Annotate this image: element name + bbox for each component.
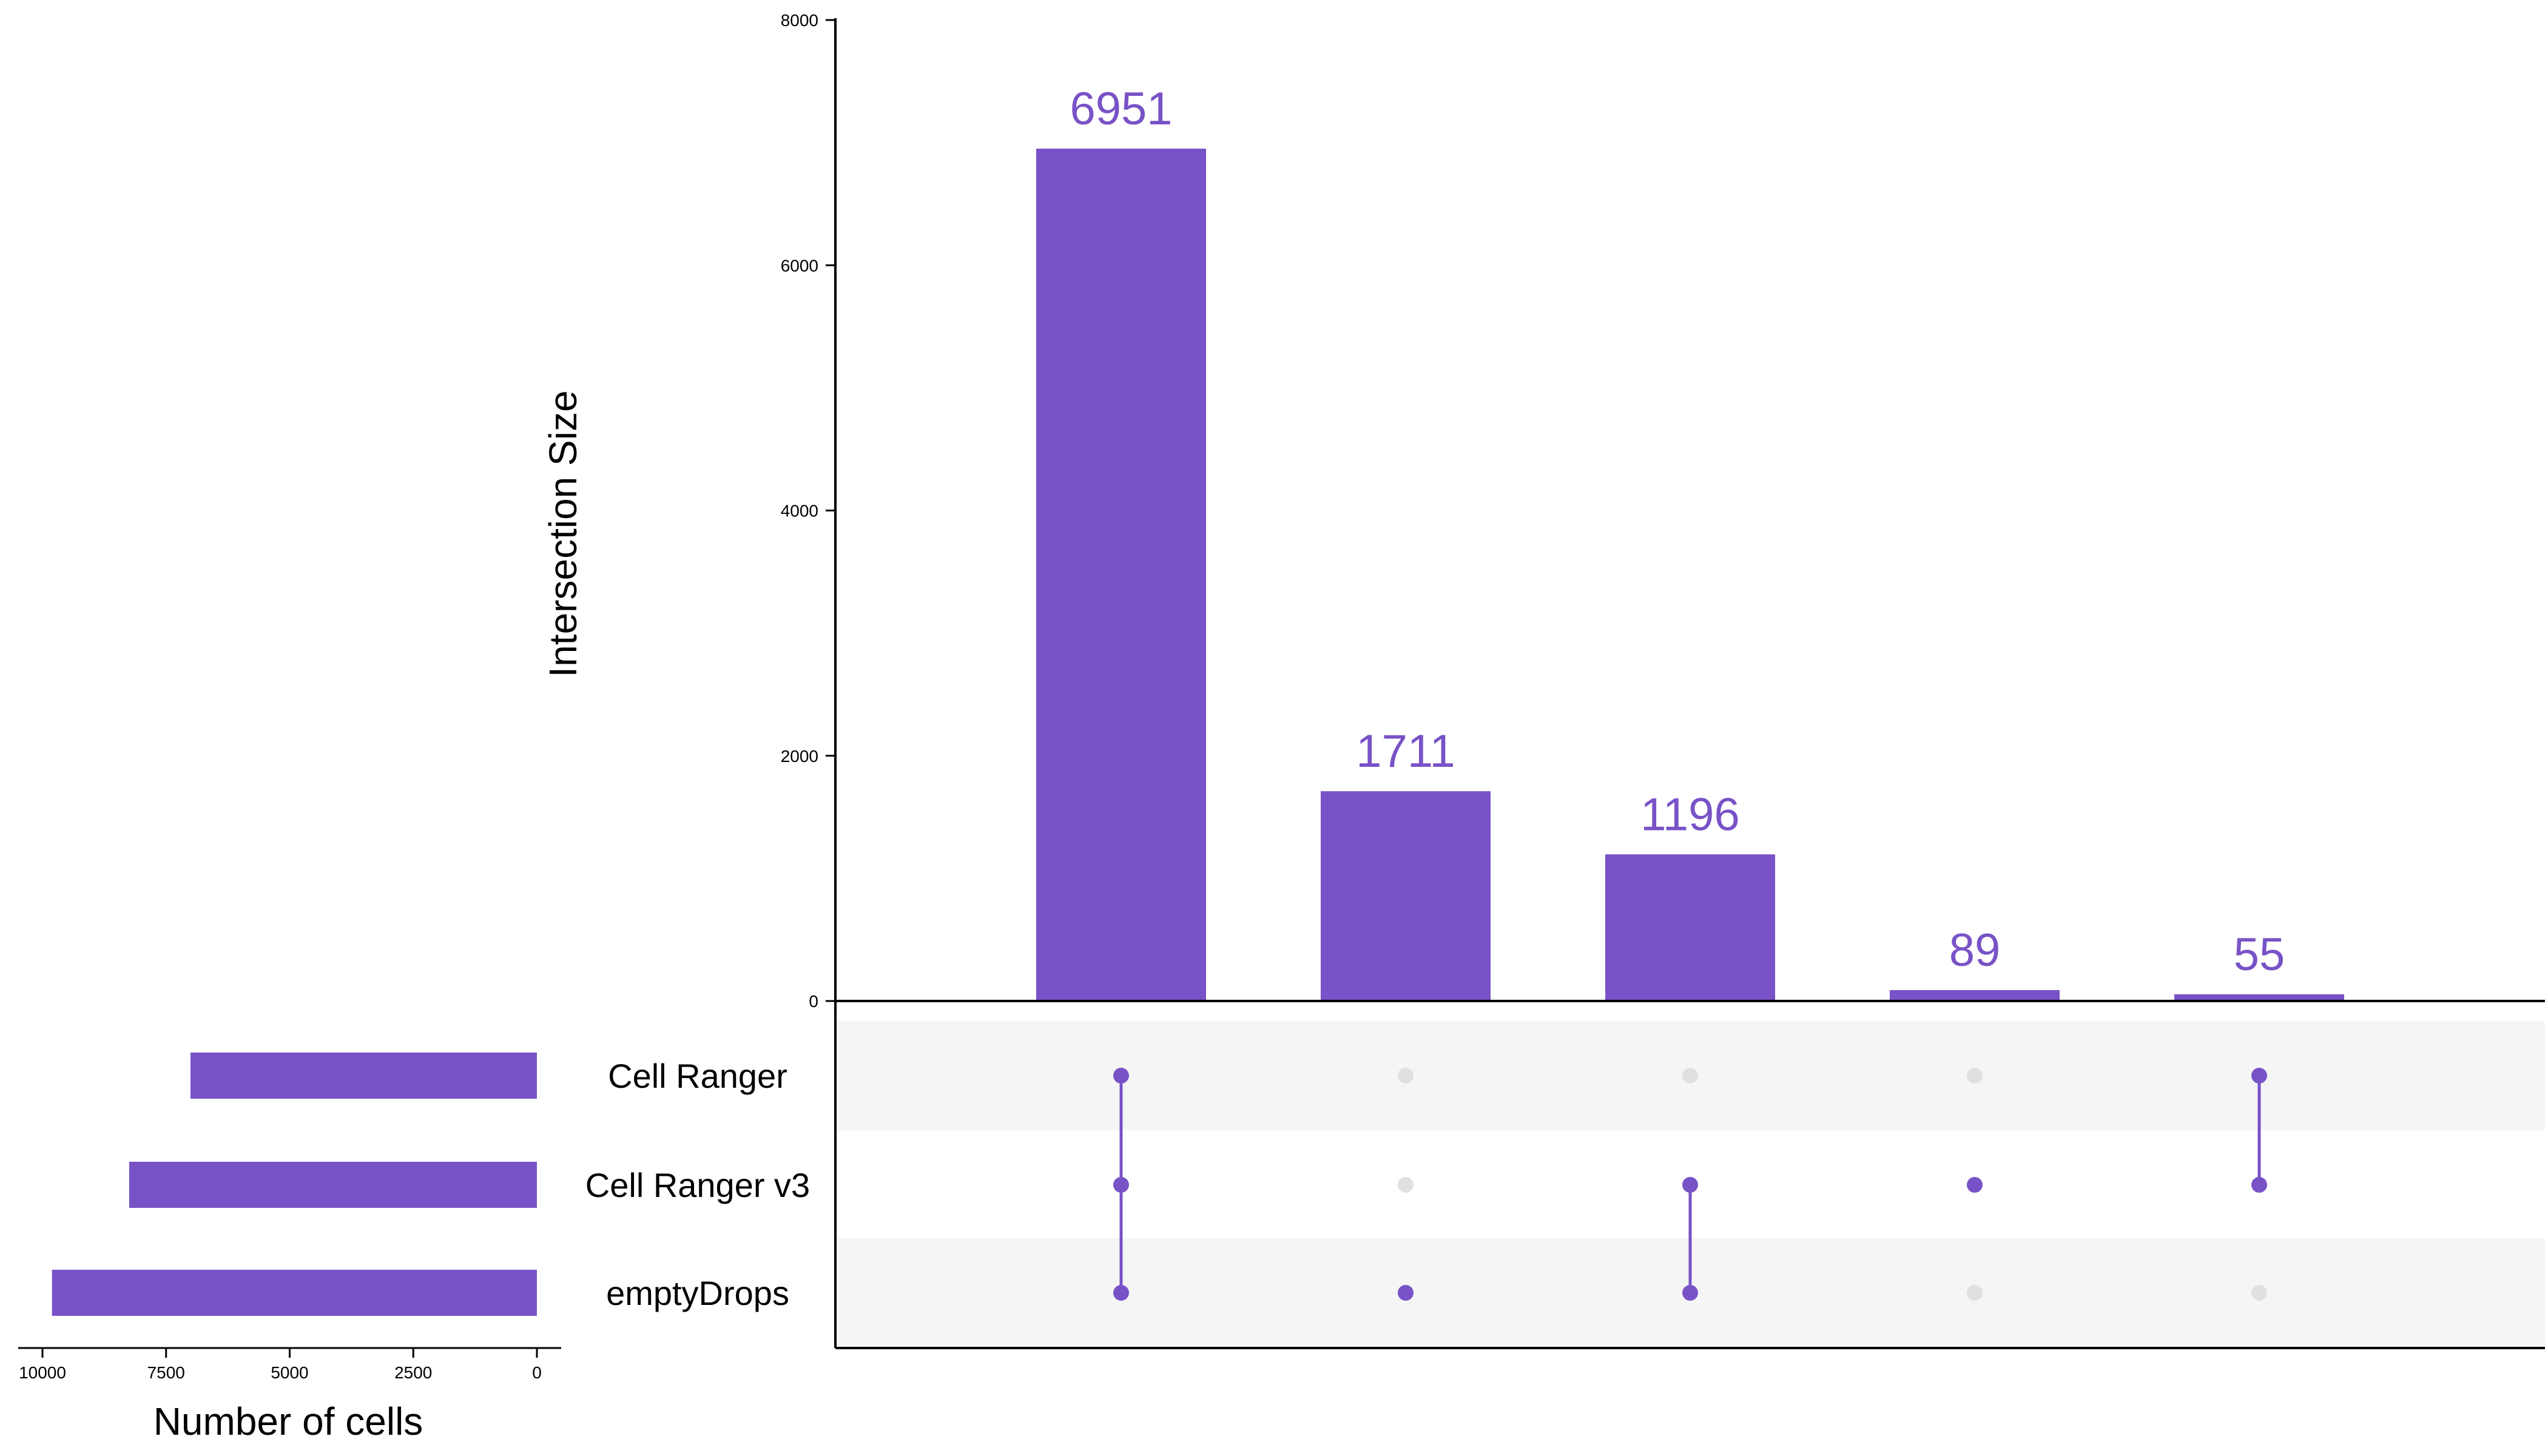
intersection-bar (1605, 854, 1775, 1001)
matrix-dot-active (1682, 1177, 1698, 1193)
y-tick-label: 0 (809, 992, 818, 1011)
y-tick-label: 2000 (781, 747, 818, 766)
intersection-bar-label: 55 (2234, 929, 2285, 980)
intersection-bar-label: 1196 (1640, 789, 1739, 840)
intersection-bars (1036, 149, 2344, 1001)
set-size-tick-label: 7500 (147, 1363, 185, 1382)
set-size-bars (52, 1053, 538, 1316)
intersection-bar (1890, 990, 2060, 1001)
y-tick-label: 4000 (781, 502, 818, 521)
set-size-tick-label: 2500 (394, 1363, 432, 1382)
y-axis: 0 2000 4000 6000 8000 (781, 11, 2545, 1349)
intersection-bar-label: 89 (1949, 925, 2001, 976)
set-labels: Cell Ranger Cell Ranger v3 emptyDrops (585, 1057, 810, 1312)
intersection-bar (1321, 791, 1491, 1001)
matrix-dot-active (2251, 1068, 2267, 1084)
set-size-tick-label: 5000 (271, 1363, 308, 1382)
set-label: emptyDrops (606, 1274, 789, 1312)
matrix-dots (1113, 1068, 2267, 1301)
matrix-dot-active (2251, 1177, 2267, 1193)
set-size-axis-title: Number of cells (153, 1400, 423, 1443)
matrix-dot-inactive (1398, 1068, 1414, 1084)
y-axis-title: Intersection Size (541, 390, 585, 677)
intersection-bar (1036, 149, 1206, 1001)
matrix-dot-active (1398, 1285, 1414, 1301)
set-size-bar (190, 1053, 537, 1099)
set-size-axis: 10000 7500 5000 2500 0 (18, 1347, 561, 1382)
matrix-dot-active (1113, 1177, 1129, 1193)
matrix-dot-active (1682, 1285, 1698, 1301)
set-label: Cell Ranger (608, 1057, 787, 1095)
matrix-dot-active (1113, 1285, 1129, 1301)
matrix-dot-active (1967, 1177, 1983, 1193)
matrix-dot-inactive (2251, 1285, 2267, 1301)
y-tick-label: 6000 (781, 256, 818, 275)
matrix-dot-inactive (1967, 1068, 1983, 1084)
intersection-bar-label: 1711 (1356, 726, 1455, 777)
set-size-bar (129, 1162, 538, 1208)
intersection-bar-label: 6951 (1070, 83, 1172, 135)
set-size-tick-label: 10000 (19, 1363, 66, 1382)
y-tick-label: 8000 (781, 11, 818, 30)
matrix-dot-active (1113, 1068, 1129, 1084)
set-label: Cell Ranger v3 (585, 1166, 810, 1204)
matrix-dot-inactive (1967, 1285, 1983, 1301)
intersection-bar-labels: 6951 1711 1196 89 55 (1070, 83, 2285, 980)
set-size-bar (52, 1270, 538, 1316)
intersection-bar (2174, 994, 2344, 1001)
set-size-tick-label: 0 (532, 1363, 542, 1382)
matrix-dot-inactive (1398, 1177, 1414, 1193)
matrix-dot-inactive (1682, 1068, 1698, 1084)
